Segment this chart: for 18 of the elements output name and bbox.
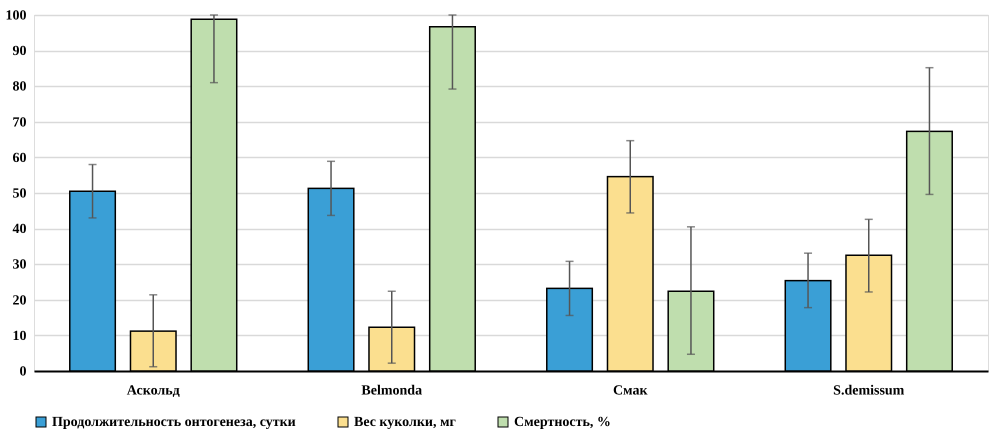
- x-tick-label: S.demissum: [833, 384, 905, 398]
- y-tick-label: 100: [6, 8, 26, 24]
- x-tick-label: Belmonda: [361, 384, 422, 398]
- y-tick-label: 80: [12, 80, 26, 95]
- y-tick-label: 30: [12, 258, 26, 273]
- legend-label: Смертность, %: [514, 415, 611, 430]
- x-tick-label: Смак: [612, 384, 648, 398]
- y-tick-label: 70: [12, 115, 26, 130]
- y-tick-label: 60: [12, 150, 26, 166]
- x-tick-label: Аскольд: [126, 384, 180, 398]
- y-tick-label: 0: [20, 364, 26, 380]
- legend-label: Вес куколки, мг: [354, 415, 456, 430]
- y-tick-label: 90: [12, 44, 26, 60]
- y-tick-label: 40: [12, 222, 26, 238]
- y-tick-label: 20: [12, 293, 26, 308]
- legend-label: Продолжительность онтогенеза, сутки: [52, 415, 296, 430]
- y-tick-label: 10: [12, 328, 26, 344]
- y-tick-label: 50: [12, 186, 26, 202]
